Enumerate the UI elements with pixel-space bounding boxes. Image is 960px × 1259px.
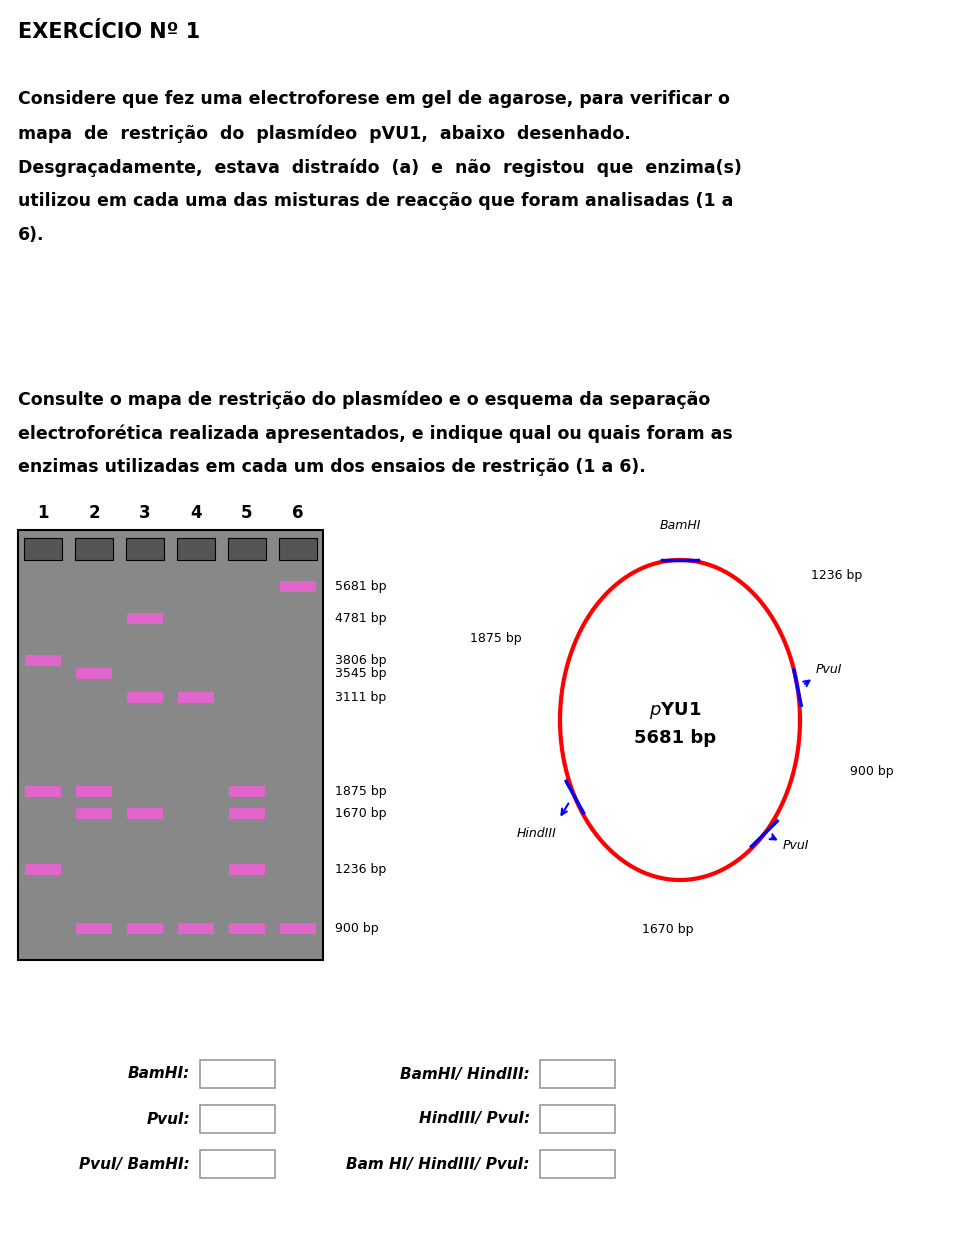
- Text: 3806 bp: 3806 bp: [335, 655, 387, 667]
- Bar: [76, 808, 112, 818]
- Bar: [228, 923, 265, 934]
- Text: Desgraçadamente,  estava  distraído  (a)  e  não  registou  que  enzima(s): Desgraçadamente, estava distraído (a) e …: [18, 157, 742, 176]
- Text: utilizou em cada uma das misturas de reacção que foram analisadas (1 a: utilizou em cada uma das misturas de rea…: [18, 193, 733, 210]
- Text: EXERCÍCIO Nº 1: EXERCÍCIO Nº 1: [18, 21, 201, 42]
- Bar: [540, 1105, 615, 1133]
- Text: 1670 bp: 1670 bp: [335, 807, 387, 820]
- Bar: [228, 808, 265, 818]
- Text: 4781 bp: 4781 bp: [335, 612, 387, 624]
- Bar: [540, 1060, 615, 1088]
- Text: enzimas utilizadas em cada um dos ensaios de restrição (1 a 6).: enzimas utilizadas em cada um dos ensaio…: [18, 458, 646, 476]
- Text: mapa  de  restrição  do  plasmídeo  pVU1,  abaixo  desenhado.: mapa de restrição do plasmídeo pVU1, aba…: [18, 123, 631, 142]
- Text: electroforética realizada apresentados, e indique qual ou quais foram as: electroforética realizada apresentados, …: [18, 424, 732, 442]
- Bar: [279, 923, 316, 934]
- Text: Bam HI/ HindIII/ PvuI:: Bam HI/ HindIII/ PvuI:: [347, 1157, 530, 1172]
- Text: 900 bp: 900 bp: [335, 922, 378, 934]
- Text: Consulte o mapa de restrição do plasmídeo e o esquema da separação: Consulte o mapa de restrição do plasmíde…: [18, 390, 710, 408]
- Bar: [127, 808, 163, 818]
- Text: 3545 bp: 3545 bp: [335, 667, 387, 680]
- Bar: [25, 655, 61, 666]
- Text: 1875 bp: 1875 bp: [470, 632, 521, 645]
- Text: 1236 bp: 1236 bp: [811, 569, 862, 583]
- Bar: [25, 864, 61, 875]
- Text: HindIII: HindIII: [517, 827, 557, 840]
- Text: 5681 bp: 5681 bp: [335, 579, 387, 593]
- Bar: [126, 538, 164, 560]
- Bar: [178, 923, 214, 934]
- Text: BamHI:: BamHI:: [128, 1066, 190, 1081]
- Text: PvuI:: PvuI:: [146, 1112, 190, 1127]
- Bar: [279, 580, 316, 592]
- Text: BamHI/ HindIII:: BamHI/ HindIII:: [400, 1066, 530, 1081]
- Bar: [76, 669, 112, 680]
- Bar: [228, 787, 265, 797]
- Text: PvuI: PvuI: [815, 663, 842, 676]
- Bar: [200, 1149, 275, 1178]
- Bar: [25, 787, 61, 797]
- Text: BamHI: BamHI: [660, 519, 701, 533]
- Text: 3111 bp: 3111 bp: [335, 691, 386, 705]
- Bar: [127, 923, 163, 934]
- Text: 6).: 6).: [18, 227, 44, 244]
- Bar: [228, 538, 266, 560]
- Text: 6: 6: [292, 504, 303, 522]
- Bar: [177, 538, 215, 560]
- Text: 5681 bp: 5681 bp: [634, 729, 716, 747]
- Bar: [127, 692, 163, 704]
- Bar: [178, 692, 214, 704]
- Text: 5: 5: [241, 504, 252, 522]
- Text: HindIII/ PvuI:: HindIII/ PvuI:: [419, 1112, 530, 1127]
- Text: Considere que fez uma electroforese em gel de agarose, para verificar o: Considere que fez uma electroforese em g…: [18, 89, 730, 108]
- Bar: [24, 538, 62, 560]
- Bar: [228, 864, 265, 875]
- Text: 2: 2: [88, 504, 100, 522]
- Bar: [200, 1060, 275, 1088]
- Bar: [540, 1149, 615, 1178]
- Text: 1670 bp: 1670 bp: [642, 923, 693, 937]
- Text: 1236 bp: 1236 bp: [335, 862, 386, 876]
- Text: PvuI: PvuI: [782, 840, 809, 852]
- Bar: [127, 613, 163, 623]
- Bar: [76, 923, 112, 934]
- Bar: [18, 530, 323, 961]
- Text: 900 bp: 900 bp: [850, 765, 894, 778]
- Text: 1875 bp: 1875 bp: [335, 786, 387, 798]
- Bar: [200, 1105, 275, 1133]
- Bar: [76, 787, 112, 797]
- Text: $\it{p}$YU1: $\it{p}$YU1: [649, 700, 701, 720]
- Text: PvuI/ BamHI:: PvuI/ BamHI:: [80, 1157, 190, 1172]
- Bar: [278, 538, 317, 560]
- Text: 1: 1: [37, 504, 49, 522]
- Bar: [75, 538, 113, 560]
- Text: 3: 3: [139, 504, 151, 522]
- Text: 4: 4: [190, 504, 202, 522]
